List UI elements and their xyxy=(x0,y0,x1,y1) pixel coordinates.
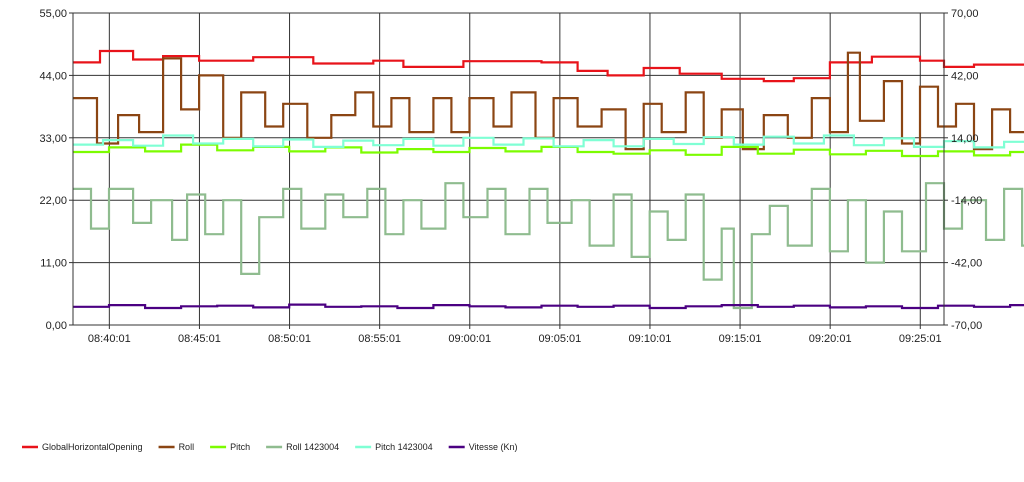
legend: GlobalHorizontalOpening Roll Pitch Roll 142… xyxy=(22,442,518,452)
x-tick-label: 08:45:01 xyxy=(178,333,221,345)
y-right-tick-label: 14,00 xyxy=(951,133,979,145)
axes: 0,00 11,00 22,00 33,00 44,00 55,00 -70,00 -42,0… xyxy=(39,8,982,345)
y-left-tick-label: 0,00 xyxy=(46,320,67,332)
y-left-tick-label: 11,00 xyxy=(40,258,67,270)
y-left-tick-label: 22,00 xyxy=(39,195,67,207)
y-right-tick-label: -42,00 xyxy=(951,258,982,270)
legend-label-pitch-1423004: Pitch 1423004 xyxy=(375,442,433,452)
y-left-tick-label: 55,00 xyxy=(39,8,67,20)
x-tick-label: 08:55:01 xyxy=(358,333,401,345)
series-line-vitesse-kn xyxy=(73,303,1024,310)
x-tick-label: 09:15:01 xyxy=(719,333,762,345)
x-tick-label: 09:25:01 xyxy=(899,333,942,345)
series-line-roll xyxy=(73,51,1024,151)
legend-label-roll: Roll xyxy=(179,442,195,452)
x-tick-label: 09:05:01 xyxy=(538,333,581,345)
y-left-tick-label: 44,00 xyxy=(39,70,67,82)
legend-label-globalhorizontalopening: GlobalHorizontalOpening xyxy=(42,442,143,452)
series-line-globalhorizontalopening xyxy=(73,49,1024,83)
x-tick-label: 08:50:01 xyxy=(268,333,311,345)
series-line-roll-1423004 xyxy=(73,182,1024,310)
y-right-tick-label: -70,00 xyxy=(951,320,982,332)
legend-label-pitch: Pitch xyxy=(230,442,250,452)
plot-area-border xyxy=(72,12,945,326)
series-line-pitch-1423004 xyxy=(73,134,1024,149)
legend-label-vitesse-kn: Vitesse (Kn) xyxy=(469,442,518,452)
x-tick-label: 09:10:01 xyxy=(629,333,672,345)
y-right-tick-label: -14,00 xyxy=(951,195,982,207)
y-right-tick-label: 42,00 xyxy=(951,70,979,82)
x-tick-label: 09:00:01 xyxy=(448,333,491,345)
y-right-tick-label: 70,00 xyxy=(951,8,979,20)
x-tick-label: 09:20:01 xyxy=(809,333,852,345)
legend-label-roll-1423004: Roll 1423004 xyxy=(286,442,339,452)
series-lines xyxy=(73,49,1024,310)
y-left-tick-label: 33,00 xyxy=(39,133,67,145)
x-tick-label: 08:40:01 xyxy=(88,333,131,345)
gridlines xyxy=(73,13,944,325)
